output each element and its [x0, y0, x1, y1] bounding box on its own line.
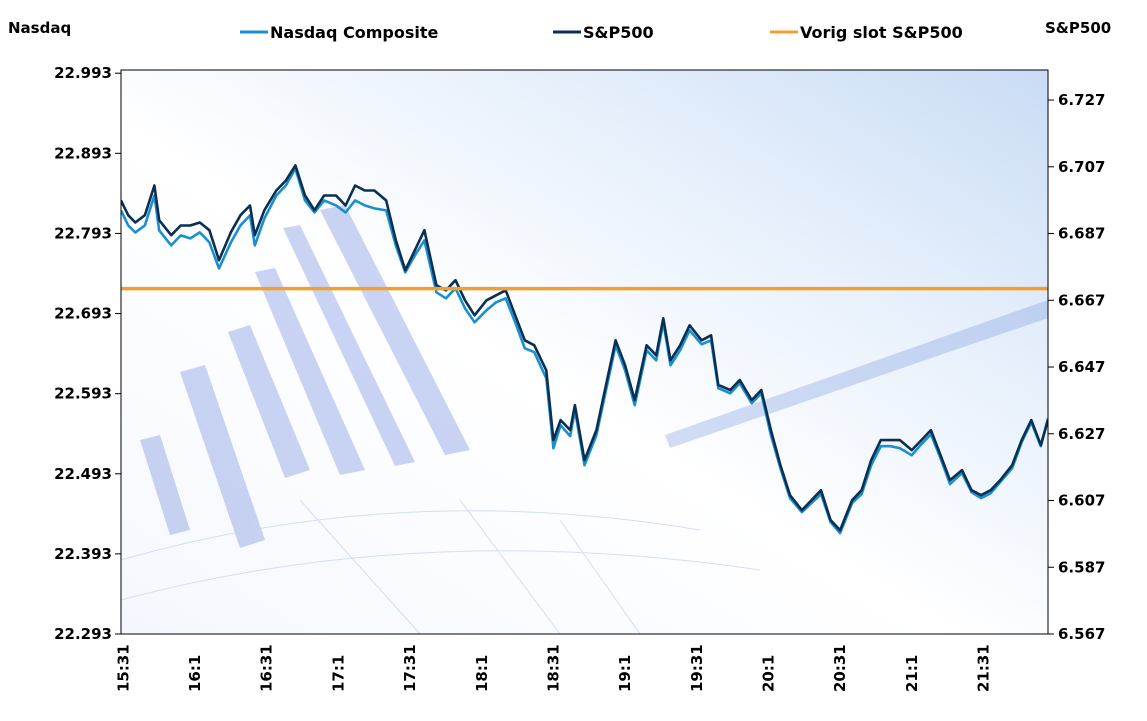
x-tick-label: 17:1: [329, 655, 347, 692]
right-tick-label: 6.687: [1058, 225, 1105, 243]
x-tick-label: 21:1: [903, 655, 921, 692]
left-tick-label: 22.893: [54, 144, 112, 162]
x-tick-label: 17:31: [401, 644, 419, 692]
left-tick-label: 22.993: [54, 64, 112, 82]
legend-label-prev-close: Vorig slot S&P500: [800, 23, 963, 42]
x-tick-label: 16:31: [258, 644, 276, 692]
left-tick-label: 22.293: [54, 625, 112, 643]
right-tick-label: 6.647: [1058, 358, 1105, 376]
right-tick-label: 6.627: [1058, 425, 1105, 443]
series-sp500: [121, 164, 1048, 532]
x-tick-label: 16:1: [186, 655, 204, 692]
series-layer: [121, 164, 1048, 535]
x-tick-label: 15:31: [114, 644, 132, 692]
x-tick-label: 21:31: [974, 644, 992, 692]
left-tick-label: 22.593: [54, 385, 112, 403]
right-axis-label: S&P500: [1045, 19, 1111, 37]
x-tick-label: 18:31: [544, 644, 562, 692]
legend-label-sp500: S&P500: [583, 23, 654, 42]
right-tick-label: 6.727: [1058, 91, 1105, 109]
legend-label-nasdaq: Nasdaq Composite: [270, 23, 438, 42]
x-tick-label: 20:1: [759, 655, 777, 692]
left-tick-label: 22.493: [54, 465, 112, 483]
x-tick-label: 18:1: [473, 655, 491, 692]
right-tick-label: 6.567: [1058, 625, 1105, 643]
x-axis: 15:31 16:1 16:31 17:1 17:31 18:1 18:31 19:1 19:3…: [114, 644, 992, 692]
left-tick-label: 22.793: [54, 224, 112, 242]
left-tick-label: 22.393: [54, 545, 112, 563]
x-tick-label: 20:31: [831, 644, 849, 692]
x-tick-label: 19:1: [616, 655, 634, 692]
right-tick-label: 6.707: [1058, 158, 1105, 176]
right-tick-label: 6.587: [1058, 558, 1105, 576]
plot-frame: [120, 69, 1049, 635]
left-axis-label: Nasdaq: [8, 19, 71, 37]
left-axis: 22.993 22.893 22.793 22.693 22.593 22.493 22.3…: [54, 64, 121, 643]
plot-background: [121, 70, 1048, 634]
right-axis: 6.727 6.707 6.687 6.667 6.647 6.627 6.607 6.587…: [1048, 91, 1105, 643]
right-tick-label: 6.607: [1058, 492, 1105, 510]
legend: Nasdaq Composite S&P500 Vorig slot S&P50…: [240, 23, 963, 42]
x-tick-label: 19:31: [688, 644, 706, 692]
right-tick-label: 6.667: [1058, 291, 1105, 309]
left-tick-label: 22.693: [54, 305, 112, 323]
